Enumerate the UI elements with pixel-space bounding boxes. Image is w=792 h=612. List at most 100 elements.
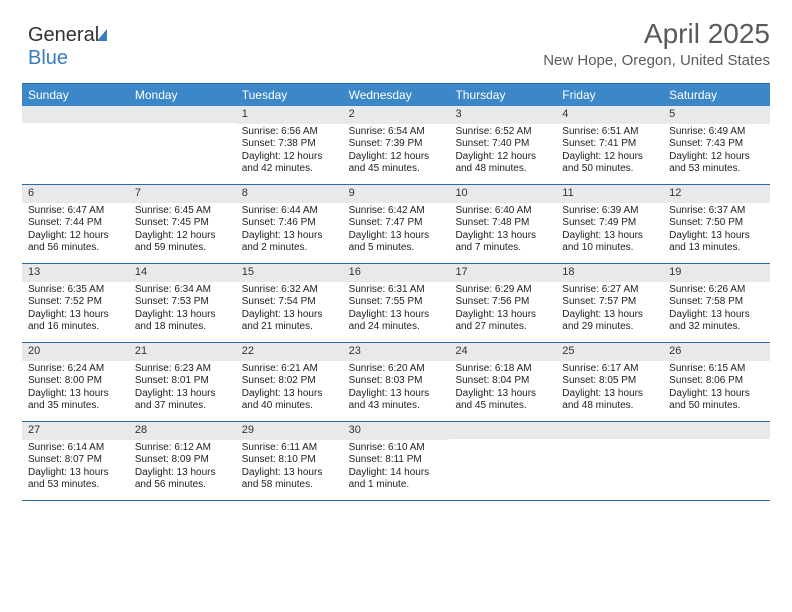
day-body: Sunrise: 6:51 AMSunset: 7:41 PMDaylight:… xyxy=(556,124,663,180)
sunrise-text: Sunrise: 6:42 AM xyxy=(349,205,444,218)
brand-part1: General xyxy=(28,24,99,46)
day-number: 15 xyxy=(236,264,343,282)
daylight1-text: Daylight: 13 hours xyxy=(28,467,123,480)
day-cell xyxy=(663,422,770,500)
daylight1-text: Daylight: 12 hours xyxy=(242,151,337,164)
day-cell: 16Sunrise: 6:31 AMSunset: 7:55 PMDayligh… xyxy=(343,264,450,342)
day-cell xyxy=(556,422,663,500)
sunrise-text: Sunrise: 6:11 AM xyxy=(242,442,337,455)
day-body: Sunrise: 6:15 AMSunset: 8:06 PMDaylight:… xyxy=(663,361,770,417)
day-body: Sunrise: 6:42 AMSunset: 7:47 PMDaylight:… xyxy=(343,203,450,259)
daylight2-text: and 56 minutes. xyxy=(135,479,230,492)
sunset-text: Sunset: 8:04 PM xyxy=(455,375,550,388)
sunset-text: Sunset: 7:52 PM xyxy=(28,296,123,309)
day-number: 3 xyxy=(449,106,556,124)
day-body: Sunrise: 6:45 AMSunset: 7:45 PMDaylight:… xyxy=(129,203,236,259)
sunrise-text: Sunrise: 6:32 AM xyxy=(242,284,337,297)
sunset-text: Sunset: 8:10 PM xyxy=(242,454,337,467)
weekday-name: Saturday xyxy=(663,84,770,106)
weekday-name: Thursday xyxy=(449,84,556,106)
sunrise-text: Sunrise: 6:54 AM xyxy=(349,126,444,139)
daylight1-text: Daylight: 13 hours xyxy=(669,388,764,401)
daylight1-text: Daylight: 13 hours xyxy=(135,309,230,322)
sunrise-text: Sunrise: 6:21 AM xyxy=(242,363,337,376)
day-number: 10 xyxy=(449,185,556,203)
sunrise-text: Sunrise: 6:44 AM xyxy=(242,205,337,218)
day-cell: 6Sunrise: 6:47 AMSunset: 7:44 PMDaylight… xyxy=(22,185,129,263)
daylight1-text: Daylight: 13 hours xyxy=(455,230,550,243)
day-cell: 10Sunrise: 6:40 AMSunset: 7:48 PMDayligh… xyxy=(449,185,556,263)
daylight1-text: Daylight: 13 hours xyxy=(28,309,123,322)
day-body: Sunrise: 6:32 AMSunset: 7:54 PMDaylight:… xyxy=(236,282,343,338)
daylight1-text: Daylight: 12 hours xyxy=(669,151,764,164)
daylight2-text: and 1 minute. xyxy=(349,479,444,492)
sunset-text: Sunset: 7:48 PM xyxy=(455,217,550,230)
sunset-text: Sunset: 7:50 PM xyxy=(669,217,764,230)
sunset-text: Sunset: 7:43 PM xyxy=(669,138,764,151)
calendar: Sunday Monday Tuesday Wednesday Thursday… xyxy=(22,83,770,501)
day-cell: 24Sunrise: 6:18 AMSunset: 8:04 PMDayligh… xyxy=(449,343,556,421)
day-body: Sunrise: 6:47 AMSunset: 7:44 PMDaylight:… xyxy=(22,203,129,259)
weekday-name: Tuesday xyxy=(236,84,343,106)
week-row: 6Sunrise: 6:47 AMSunset: 7:44 PMDaylight… xyxy=(22,185,770,264)
daylight1-text: Daylight: 13 hours xyxy=(242,309,337,322)
daylight1-text: Daylight: 13 hours xyxy=(242,230,337,243)
day-number: 9 xyxy=(343,185,450,203)
daylight1-text: Daylight: 13 hours xyxy=(455,309,550,322)
sunrise-text: Sunrise: 6:49 AM xyxy=(669,126,764,139)
day-cell xyxy=(449,422,556,500)
sunset-text: Sunset: 8:01 PM xyxy=(135,375,230,388)
week-row: 27Sunrise: 6:14 AMSunset: 8:07 PMDayligh… xyxy=(22,422,770,501)
sunrise-text: Sunrise: 6:35 AM xyxy=(28,284,123,297)
daylight2-text: and 13 minutes. xyxy=(669,242,764,255)
weekday-name: Sunday xyxy=(22,84,129,106)
sunset-text: Sunset: 7:44 PM xyxy=(28,217,123,230)
day-number: 6 xyxy=(22,185,129,203)
sunset-text: Sunset: 7:49 PM xyxy=(562,217,657,230)
sunrise-text: Sunrise: 6:20 AM xyxy=(349,363,444,376)
daylight2-text: and 50 minutes. xyxy=(562,163,657,176)
sunset-text: Sunset: 7:39 PM xyxy=(349,138,444,151)
day-body: Sunrise: 6:20 AMSunset: 8:03 PMDaylight:… xyxy=(343,361,450,417)
day-body: Sunrise: 6:49 AMSunset: 7:43 PMDaylight:… xyxy=(663,124,770,180)
daylight1-text: Daylight: 13 hours xyxy=(349,309,444,322)
sunset-text: Sunset: 7:55 PM xyxy=(349,296,444,309)
daylight1-text: Daylight: 13 hours xyxy=(349,388,444,401)
daylight2-text: and 7 minutes. xyxy=(455,242,550,255)
daylight2-text: and 16 minutes. xyxy=(28,321,123,334)
daylight1-text: Daylight: 12 hours xyxy=(455,151,550,164)
day-number: 8 xyxy=(236,185,343,203)
sunrise-text: Sunrise: 6:51 AM xyxy=(562,126,657,139)
daylight2-text: and 56 minutes. xyxy=(28,242,123,255)
day-cell xyxy=(129,106,236,184)
month-title: April 2025 xyxy=(22,18,770,50)
weekday-header: Sunday Monday Tuesday Wednesday Thursday… xyxy=(22,84,770,106)
brand-triangle-icon xyxy=(97,29,107,41)
daylight2-text: and 48 minutes. xyxy=(455,163,550,176)
daylight1-text: Daylight: 13 hours xyxy=(455,388,550,401)
sunset-text: Sunset: 7:54 PM xyxy=(242,296,337,309)
day-number: 21 xyxy=(129,343,236,361)
day-cell: 9Sunrise: 6:42 AMSunset: 7:47 PMDaylight… xyxy=(343,185,450,263)
day-cell: 3Sunrise: 6:52 AMSunset: 7:40 PMDaylight… xyxy=(449,106,556,184)
day-body: Sunrise: 6:26 AMSunset: 7:58 PMDaylight:… xyxy=(663,282,770,338)
daylight2-text: and 43 minutes. xyxy=(349,400,444,413)
daylight2-text: and 58 minutes. xyxy=(242,479,337,492)
weekday-name: Monday xyxy=(129,84,236,106)
sunrise-text: Sunrise: 6:39 AM xyxy=(562,205,657,218)
daylight2-text: and 45 minutes. xyxy=(455,400,550,413)
sunrise-text: Sunrise: 6:15 AM xyxy=(669,363,764,376)
day-number: 17 xyxy=(449,264,556,282)
daylight2-text: and 42 minutes. xyxy=(242,163,337,176)
day-cell: 23Sunrise: 6:20 AMSunset: 8:03 PMDayligh… xyxy=(343,343,450,421)
daylight2-text: and 24 minutes. xyxy=(349,321,444,334)
sunset-text: Sunset: 7:58 PM xyxy=(669,296,764,309)
day-cell: 11Sunrise: 6:39 AMSunset: 7:49 PMDayligh… xyxy=(556,185,663,263)
day-cell: 20Sunrise: 6:24 AMSunset: 8:00 PMDayligh… xyxy=(22,343,129,421)
daylight2-text: and 50 minutes. xyxy=(669,400,764,413)
day-cell: 1Sunrise: 6:56 AMSunset: 7:38 PMDaylight… xyxy=(236,106,343,184)
day-body: Sunrise: 6:17 AMSunset: 8:05 PMDaylight:… xyxy=(556,361,663,417)
day-body: Sunrise: 6:23 AMSunset: 8:01 PMDaylight:… xyxy=(129,361,236,417)
weekday-name: Wednesday xyxy=(343,84,450,106)
daylight2-text: and 2 minutes. xyxy=(242,242,337,255)
